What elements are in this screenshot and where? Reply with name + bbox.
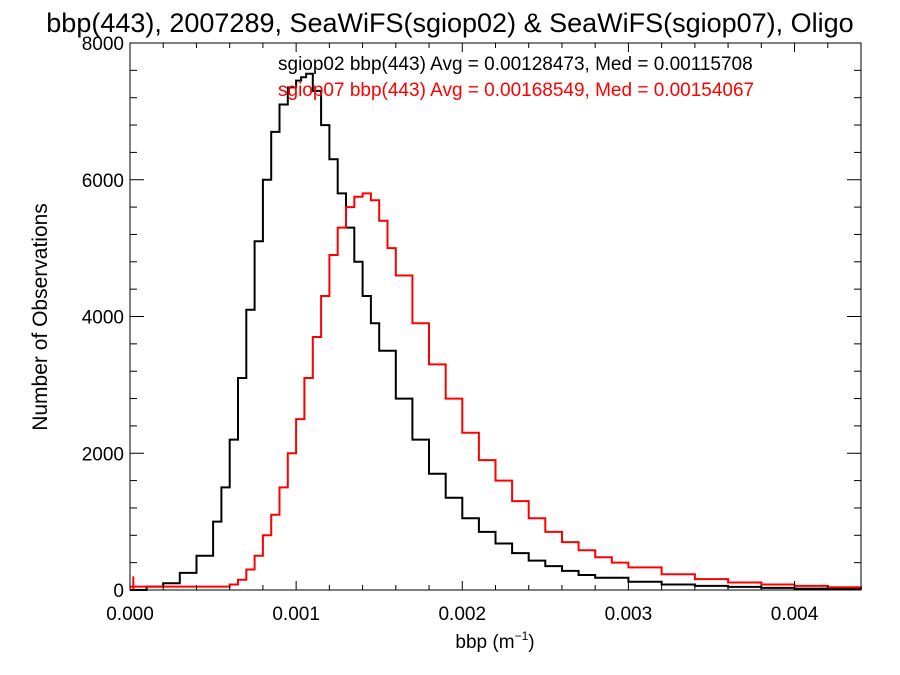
x-tick-label: 0.002 bbox=[438, 604, 486, 625]
y-axis-label: Number of Observations bbox=[29, 203, 52, 431]
y-tick-label: 4000 bbox=[82, 308, 124, 329]
x-axis-label-superscript: −1 bbox=[515, 629, 529, 643]
x-tick-label: 0.003 bbox=[605, 604, 653, 625]
x-axis-label-end: ) bbox=[528, 632, 534, 653]
series-line-sgiop07 bbox=[130, 192, 862, 589]
y-tick-label: 6000 bbox=[82, 171, 124, 192]
chart-title: bbp(443), 2007289, SeaWiFS(sgiop02) & Se… bbox=[46, 8, 853, 38]
legend-sgiop02: sgiop02 bbp(443) Avg = 0.00128473, Med =… bbox=[278, 54, 753, 75]
x-tick-label: 0.000 bbox=[106, 604, 154, 625]
y-tick-label: 0 bbox=[113, 581, 124, 602]
y-tick-label: 8000 bbox=[82, 34, 124, 55]
plot-frame bbox=[129, 42, 862, 591]
legend-sgiop07: sgiop07 bbp(443) Avg = 0.00168549, Med =… bbox=[278, 80, 754, 101]
series-line-sgiop02 bbox=[130, 72, 862, 591]
y-tick-label: 2000 bbox=[82, 444, 124, 465]
x-axis-label: bbp (m−1) bbox=[455, 629, 534, 653]
ticks-layer: 0.000 0.001 0.002 0.003 0.004 0 2000 4000 6000 80… bbox=[82, 34, 862, 625]
x-axis-label-main: bbp (m bbox=[455, 632, 514, 653]
x-tick-label: 0.004 bbox=[771, 604, 819, 625]
series-layer bbox=[130, 72, 862, 591]
x-tick-label: 0.001 bbox=[272, 604, 320, 625]
